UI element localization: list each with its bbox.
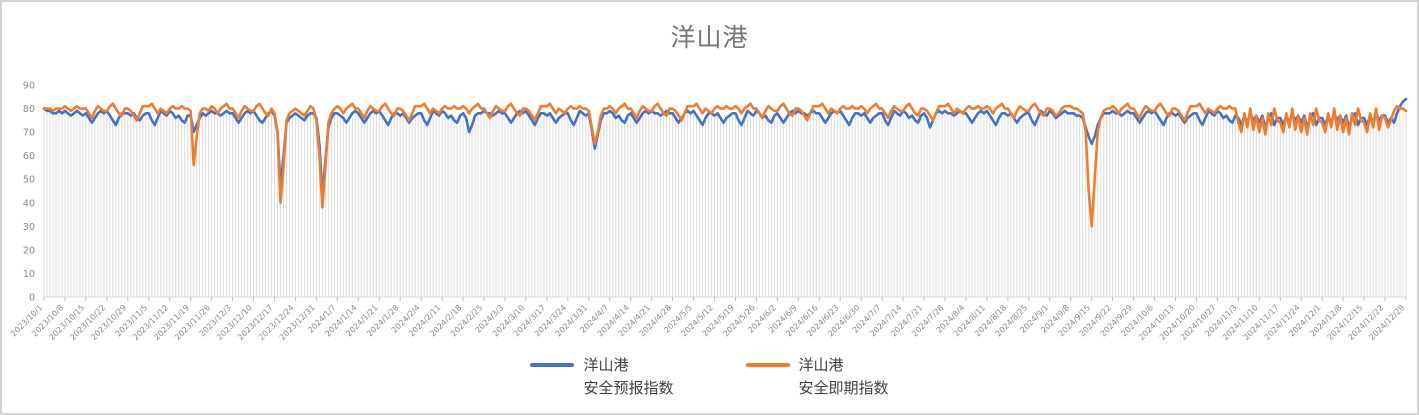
chart-title: 洋山港 xyxy=(670,23,749,52)
svg-text:60: 60 xyxy=(23,151,35,162)
svg-text:40: 40 xyxy=(23,198,35,209)
svg-text:30: 30 xyxy=(23,222,35,233)
droplines xyxy=(43,108,1407,297)
svg-text:10: 10 xyxy=(23,269,35,280)
chart-legend: 洋山港 安全预报指数 洋山港 安全即期指数 xyxy=(2,354,1417,399)
svg-text:50: 50 xyxy=(23,175,35,186)
svg-text:70: 70 xyxy=(23,128,35,139)
series-forecast-line xyxy=(42,97,1408,197)
legend-item-forecast-index: 洋山港 安全预报指数 xyxy=(530,354,674,399)
legend-swatch-spot-line xyxy=(745,363,790,367)
x-axis-ticks-and-labels: 2023/10/12023/10/82023/10/152023/10/2220… xyxy=(9,297,1407,342)
series-spot-line xyxy=(42,102,1408,228)
legend-swatch-forecast-line xyxy=(530,363,575,367)
svg-text:80: 80 xyxy=(23,104,35,115)
legend-item-spot-index: 洋山港 安全即期指数 xyxy=(745,354,889,399)
legend-label-spot: 洋山港 安全即期指数 xyxy=(798,356,889,397)
svg-text:0: 0 xyxy=(29,293,35,304)
svg-text:90: 90 xyxy=(23,81,35,92)
y-axis-labels: 0 10 20 30 40 50 60 70 80 90 xyxy=(23,81,35,304)
svg-text:20: 20 xyxy=(23,245,35,256)
legend-label-forecast: 洋山港 安全预报指数 xyxy=(583,356,674,397)
